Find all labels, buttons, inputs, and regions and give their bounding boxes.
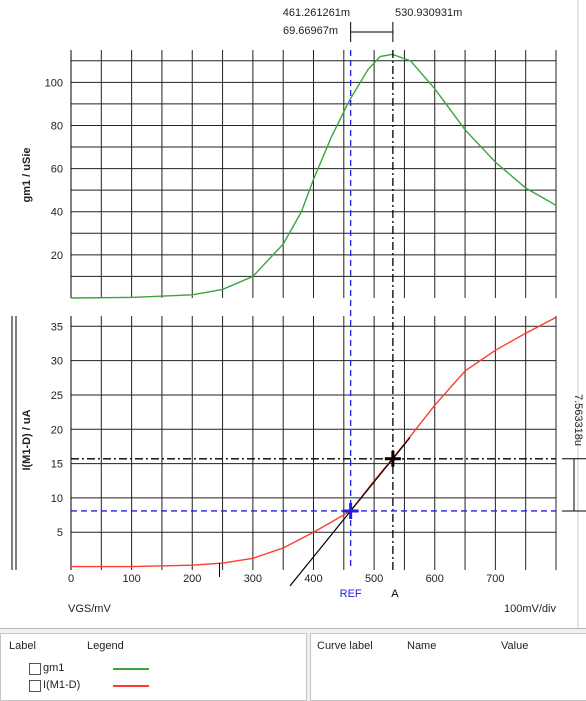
x-tick-label: 300 [244,573,262,585]
y-tick-label: 20 [51,250,63,262]
waveform-plot[interactable]: 20 40 60 80 100 5 10 15 20 25 30 35 0 100 200 300 400 50… [0,0,586,628]
legend-header-label: Label [9,640,36,652]
legend-checkbox[interactable] [29,680,41,692]
cursor-layer[interactable]: REF A [71,22,586,600]
x-tick-label: 500 [365,573,383,585]
series-line-gm1 [70,53,557,299]
legend-item-label: gm1 [43,662,65,674]
y-tick-label: 5 [57,527,63,539]
x-tick-label: 400 [304,573,322,585]
y-tick-label: 100 [45,77,63,89]
curve-table-header: Value [501,640,529,652]
a-cursor-label: A [391,588,399,600]
y-tick-label: 35 [51,321,63,333]
gm1-axis-label: gm1 / uSie [21,147,33,202]
gm1-panel: 20 40 60 80 100 [45,50,557,299]
x-tick-label: 200 [183,573,201,585]
legend-item-label: I(M1-D) [43,679,81,691]
x-tick-label: 600 [426,573,444,585]
delta-y-readout: 7.563318u [572,394,584,446]
y-tick-label: 20 [51,424,63,436]
y-tick-label: 40 [51,207,63,219]
current-axis-label: I(M1-D) / uA [21,409,33,470]
curve-table-header: Name [407,640,437,652]
chart-area[interactable]: 20 40 60 80 100 5 10 15 20 25 30 35 0 100 200 300 400 50… [0,0,586,628]
curve-table-header: Curve label [317,640,373,652]
ref-cursor-label: REF [340,588,362,600]
legend-checkbox[interactable] [29,663,41,675]
current-panel: 5 10 15 20 25 30 35 0 100 200 300 400 500 600 700 [11,0,579,628]
x-tick-label: 100 [122,573,140,585]
legend-swatch [113,685,149,687]
bottom-panel: Label Legend gm1 I(M1-D) Curve label Nam… [0,628,586,701]
delta-x-readout: 69.66967m [283,25,338,37]
legend-header-legend: Legend [87,640,124,652]
ref-x-readout: 461.261261m [283,7,350,19]
y-tick-label: 10 [51,493,63,505]
y-tick-label: 15 [51,459,63,471]
y-tick-label: 30 [51,356,63,368]
x-axis-label: VGS/mV [68,603,111,615]
a-x-readout: 530.930931m [395,7,462,19]
y-tick-label: 25 [51,390,63,402]
x-tick-label: 700 [486,573,504,585]
x-tick-label: 0 [68,573,74,585]
y-tick-label: 60 [51,164,63,176]
y-tick-label: 80 [51,120,63,132]
x-scale-label: 100mV/div [504,603,556,615]
legend-swatch [113,668,149,670]
curve-table: Curve label Name Value [310,633,586,701]
legend-panel: Label Legend gm1 I(M1-D) [0,633,307,701]
